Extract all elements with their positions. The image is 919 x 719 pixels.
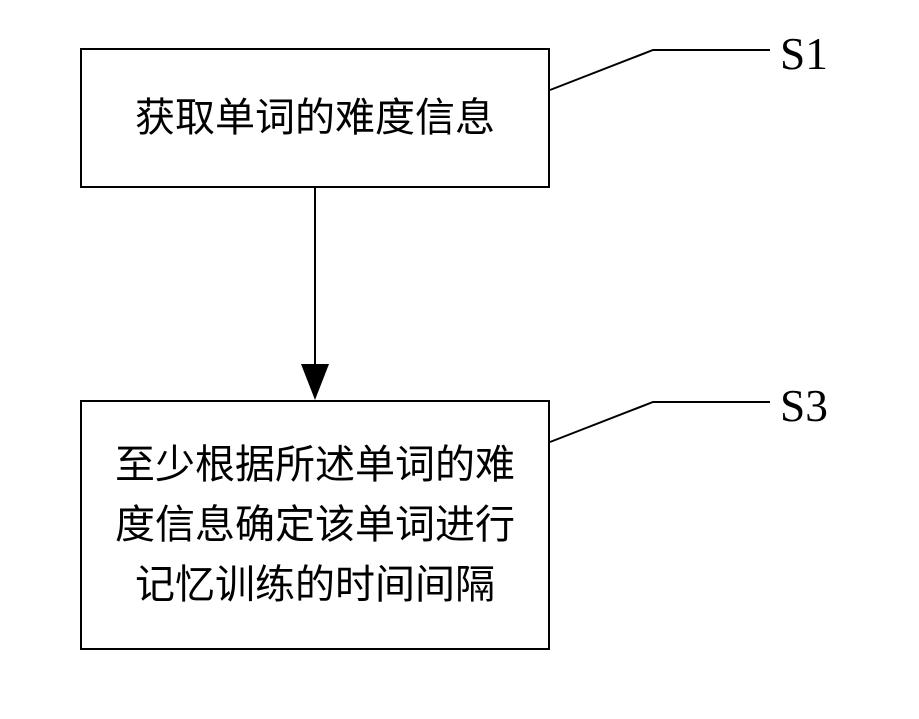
- step-label-s1: S1: [780, 28, 828, 80]
- leader-line-s1: [550, 50, 770, 90]
- step-box-s1: 获取单词的难度信息: [80, 48, 550, 188]
- arrow-head: [301, 364, 329, 400]
- leader-line-s3: [550, 402, 770, 442]
- step-text-s3: 至少根据所述单词的难度信息确定该单词进行记忆训练的时间间隔: [102, 435, 528, 615]
- step-box-s3: 至少根据所述单词的难度信息确定该单词进行记忆训练的时间间隔: [80, 400, 550, 650]
- step-text-s1: 获取单词的难度信息: [135, 88, 495, 148]
- flowchart-stage: 获取单词的难度信息 至少根据所述单词的难度信息确定该单词进行记忆训练的时间间隔 …: [0, 0, 919, 719]
- step-label-s3: S3: [780, 380, 828, 432]
